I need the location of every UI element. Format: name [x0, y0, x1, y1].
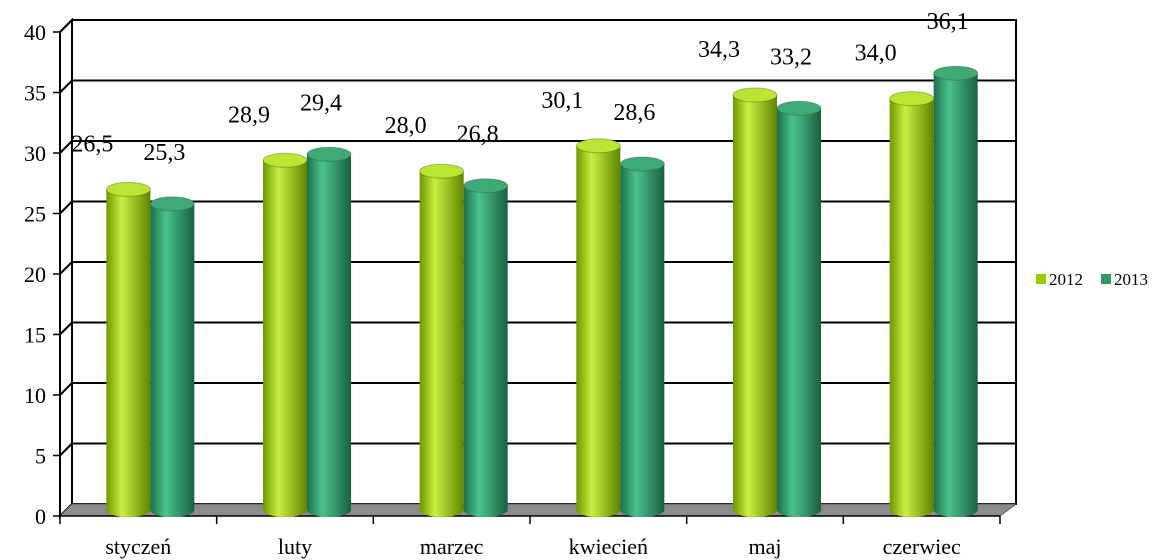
legend-label: 2012 — [1049, 270, 1083, 289]
bar-cap — [105, 181, 151, 197]
y-tick-label: 30 — [24, 141, 46, 166]
data-label: 34,0 — [855, 41, 897, 67]
x-tick-label: maj — [749, 534, 782, 559]
bar-2013-styczeń — [149, 196, 195, 517]
bar-cap — [463, 178, 509, 194]
bar-body — [576, 145, 621, 518]
bar-2012-styczeń — [105, 181, 151, 517]
bar-body — [777, 108, 821, 517]
legend-swatch — [1036, 274, 1046, 284]
bar-body — [733, 94, 777, 517]
gridline-side — [59, 19, 73, 33]
plot-area — [59, 17, 1017, 519]
bar-body — [150, 203, 195, 517]
data-label: 28,0 — [385, 113, 427, 139]
data-label: 29,4 — [300, 90, 342, 116]
bars — [105, 65, 979, 518]
gridline-side — [59, 140, 73, 154]
gridline-side — [59, 200, 73, 215]
bar-2012-maj — [732, 87, 778, 517]
bar-cap — [619, 156, 665, 172]
gridline-side — [59, 79, 73, 94]
bar-cap — [732, 87, 778, 103]
bar-cap — [306, 146, 352, 162]
legend-swatch — [1101, 274, 1111, 284]
bar-body — [933, 73, 978, 517]
gridlines — [59, 19, 1016, 457]
legend: 2012 2013 — [1036, 270, 1148, 289]
data-label: 30,1 — [541, 88, 583, 114]
data-label: 26,5 — [71, 131, 113, 157]
bar-cap — [575, 138, 621, 154]
bar-2013-kwiecień — [619, 156, 665, 517]
data-label: 33,2 — [770, 44, 812, 70]
x-tick-label: luty — [278, 534, 312, 559]
bar-body — [620, 163, 665, 517]
bar-2012-kwiecień — [575, 138, 621, 518]
bar-body — [419, 171, 464, 517]
bar-body — [463, 185, 508, 517]
data-labels: 26,5 25,3 28,9 29,4 28,0 26,8 30,1 28,6 34,3 33,2… — [71, 9, 968, 166]
bar-body — [889, 98, 934, 517]
y-tick-label: 10 — [24, 383, 46, 408]
bar-2013-maj — [776, 100, 822, 517]
bar-cap — [933, 65, 979, 81]
bar-body — [307, 154, 351, 517]
y-tick-label: 15 — [24, 323, 46, 348]
y-tick-label: 40 — [24, 20, 46, 45]
gridline-side — [59, 321, 73, 336]
gridline-side — [59, 382, 73, 396]
data-label: 28,6 — [613, 100, 655, 126]
axes: 0 5 10 15 20 25 30 35 40 styczeń luty marzec kwiecie… — [24, 20, 1001, 559]
data-label: 26,8 — [457, 122, 499, 148]
bar-2012-marzec — [419, 163, 465, 517]
gridline-side — [59, 442, 73, 457]
floor-surface — [58, 503, 1018, 517]
y-tick-label: 20 — [24, 262, 46, 287]
bar-body — [263, 160, 307, 517]
bar-2012-czerwiec — [889, 91, 935, 517]
legend-item-2013: 2013 — [1101, 270, 1148, 289]
data-label: 28,9 — [228, 102, 270, 128]
y-tick-label: 5 — [35, 444, 46, 469]
bar-body — [106, 189, 151, 517]
x-tick-label: kwiecień — [569, 534, 648, 559]
data-label: 25,3 — [143, 140, 185, 166]
bar-cap — [149, 196, 195, 212]
bar-cap — [419, 163, 465, 179]
x-tick-label: czerwiec — [883, 534, 961, 559]
bar-cap — [262, 152, 308, 168]
legend-item-2012: 2012 — [1036, 270, 1083, 289]
x-tick-label: marzec — [420, 534, 484, 559]
gridline-side — [59, 261, 73, 275]
x-tick-label: styczeń — [105, 534, 171, 559]
data-label: 34,3 — [698, 37, 740, 63]
bar-cap — [889, 91, 935, 107]
legend-label: 2013 — [1114, 270, 1148, 289]
y-tick-label: 0 — [35, 504, 46, 529]
bar-2013-marzec — [463, 178, 509, 517]
bar-2013-czerwiec — [933, 65, 979, 517]
bar-2012-luty — [262, 152, 308, 517]
bar-2013-luty — [306, 146, 352, 517]
y-tick-label: 25 — [24, 202, 46, 227]
data-label: 36,1 — [927, 9, 969, 35]
chart-floor — [58, 503, 1018, 517]
bar-cap — [776, 100, 822, 116]
y-tick-label: 35 — [24, 81, 46, 106]
